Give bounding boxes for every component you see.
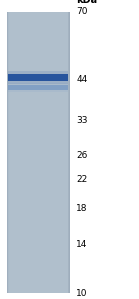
- Text: 22: 22: [76, 175, 88, 184]
- Text: 10: 10: [76, 289, 88, 298]
- Text: 70: 70: [76, 7, 88, 16]
- FancyBboxPatch shape: [8, 83, 68, 92]
- Text: 33: 33: [76, 116, 88, 125]
- FancyBboxPatch shape: [7, 12, 70, 293]
- Text: kDa: kDa: [76, 0, 98, 5]
- FancyBboxPatch shape: [8, 71, 68, 84]
- Text: 26: 26: [76, 150, 88, 159]
- FancyBboxPatch shape: [8, 86, 68, 90]
- Text: 14: 14: [76, 240, 88, 249]
- Text: 18: 18: [76, 204, 88, 213]
- Text: 44: 44: [76, 74, 88, 83]
- FancyBboxPatch shape: [8, 74, 68, 81]
